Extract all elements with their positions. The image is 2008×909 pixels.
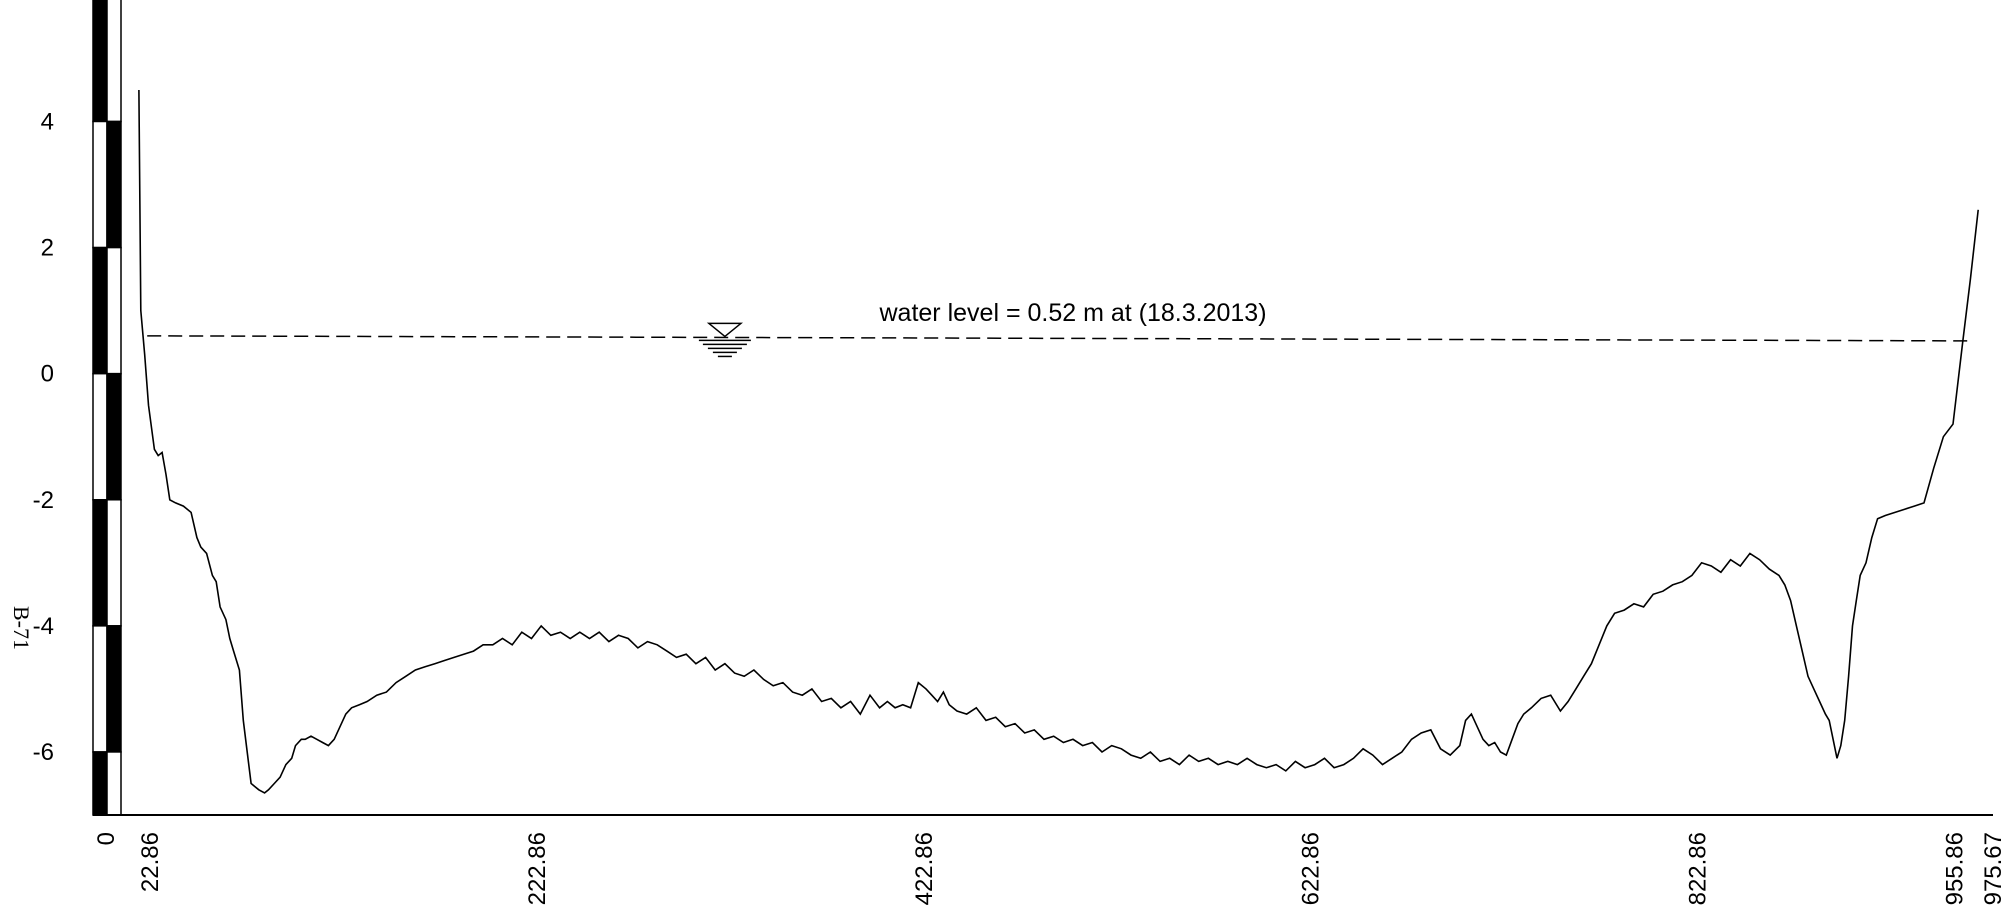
x-tick-label: 222.86	[524, 832, 551, 905]
scale-block	[106, 499, 122, 627]
scale-block	[92, 246, 108, 375]
x-axis-ticks: 0 22.86 222.86 422.86 622.86 822.86 955.86 975.…	[93, 832, 2007, 905]
scale-block	[106, 751, 122, 816]
scale-block	[106, 246, 122, 375]
scale-block	[106, 0, 122, 123]
scale-block	[92, 751, 108, 816]
scale-block	[106, 120, 122, 249]
x-tick-label: 975.67	[1980, 832, 2007, 905]
water-level-label: water level = 0.52 m at (18.3.2013)	[879, 299, 1267, 327]
scale-bar	[92, 0, 122, 816]
y-tick-label: 2	[41, 235, 54, 262]
y-tick-label: -2	[33, 487, 54, 514]
y-tick-label: -4	[33, 613, 54, 640]
y-tick-label: -6	[33, 739, 54, 766]
scale-block	[92, 120, 108, 249]
section-id-label: B-71	[9, 606, 34, 650]
x-tick-label: 0	[93, 832, 120, 845]
x-tick-label: 622.86	[1298, 832, 1325, 905]
y-tick-label: 0	[41, 361, 54, 388]
x-tick-label: 422.86	[911, 832, 938, 905]
water-triangle	[706, 322, 744, 338]
x-tick-label: 822.86	[1685, 832, 1712, 905]
x-tick-label: 955.86	[1942, 832, 1969, 905]
y-axis-ticks: 4 2 0 -2 -4 -6	[33, 108, 54, 765]
scale-block	[92, 625, 108, 753]
water-level-icon	[698, 322, 751, 358]
scale-block	[106, 372, 122, 501]
water-level-line	[147, 335, 1973, 342]
scale-block	[92, 372, 108, 501]
scale-block	[92, 0, 108, 123]
scale-block	[92, 499, 108, 627]
y-tick-label: 4	[41, 108, 54, 135]
scale-block	[106, 625, 122, 753]
bed-profile-line	[138, 89, 1979, 794]
x-tick-label: 22.86	[137, 832, 164, 892]
